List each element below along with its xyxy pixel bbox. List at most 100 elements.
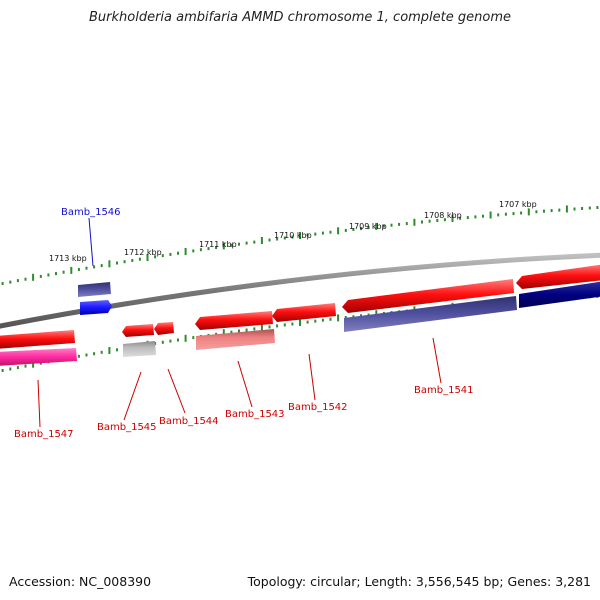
- scale-minor-tick: [16, 279, 19, 283]
- gene-arrow-left: [0, 330, 75, 349]
- scale-label-1709: 1709 kbp: [349, 222, 387, 231]
- scale-minor-tick: [123, 260, 126, 264]
- scale-minor-tick: [466, 216, 469, 220]
- scale-minor-tick: [77, 354, 80, 358]
- leader-bamb-1547: [37, 379, 41, 428]
- scale-minor-tick: [504, 212, 507, 216]
- scale-ticks-outer: [1, 205, 599, 285]
- scale-major-tick: [184, 334, 187, 342]
- scale-minor-tick: [558, 208, 561, 212]
- gene-label-bamb-1542[interactable]: Bamb_1542: [288, 402, 348, 413]
- scale-minor-tick: [253, 327, 256, 331]
- scale-major-tick: [222, 329, 225, 337]
- scale-minor-tick: [207, 247, 210, 251]
- scale-minor-tick: [85, 353, 88, 357]
- scale-minor-tick: [268, 238, 271, 242]
- scale-minor-tick: [390, 223, 393, 227]
- scale-minor-tick: [344, 316, 347, 319]
- scale-minor-tick: [55, 272, 57, 276]
- scale-minor-tick: [497, 213, 500, 217]
- leader-bamb-1544: [167, 368, 186, 414]
- scale-minor-tick: [512, 212, 515, 216]
- scale-major-tick: [222, 242, 225, 250]
- gene-label-bamb-1545[interactable]: Bamb_1545: [97, 422, 157, 433]
- scale-major-tick: [108, 260, 111, 268]
- scale-minor-tick: [276, 324, 279, 328]
- scale-minor-tick: [9, 367, 12, 371]
- scale-minor-tick: [436, 219, 439, 222]
- gene-label-bamb-1547[interactable]: Bamb_1547: [14, 429, 74, 440]
- genome-summary-text: Topology: circular; Length: 3,556,545 bp…: [247, 574, 591, 589]
- scale-major-tick: [375, 310, 378, 318]
- gene-bamb-1546[interactable]: [78, 282, 112, 315]
- scale-label-1711: 1711 kbp: [199, 240, 237, 249]
- scale-minor-tick: [306, 233, 309, 237]
- scale-minor-tick: [177, 338, 179, 342]
- scale-minor-tick: [482, 214, 484, 218]
- scale-minor-tick: [77, 268, 80, 271]
- leader-bamb-1543: [237, 360, 253, 408]
- gene-arrow-left: [342, 279, 514, 313]
- scale-label-1707: 1707 kbp: [499, 200, 537, 209]
- leader-bamb-1541: [432, 337, 442, 384]
- scale-minor-tick: [360, 227, 362, 231]
- gene-bamb-1545[interactable]: [122, 324, 156, 357]
- scale-minor-tick: [573, 207, 576, 211]
- scale-minor-tick: [367, 226, 370, 230]
- scale-minor-tick: [520, 211, 523, 215]
- scale-label-1713: 1713 kbp: [49, 254, 87, 263]
- gene-feature-bar: [78, 282, 111, 297]
- gene-label-bamb-1543[interactable]: Bamb_1543: [225, 409, 285, 420]
- scale-minor-tick: [9, 280, 12, 284]
- scale-minor-tick: [276, 237, 279, 241]
- scale-major-tick: [413, 218, 416, 226]
- scale-minor-tick: [443, 218, 446, 222]
- gene-arrow-left: [154, 322, 174, 335]
- scale-minor-tick: [116, 348, 118, 352]
- scale-label-1712: 1712 kbp: [124, 248, 162, 257]
- scale-major-tick: [146, 254, 149, 261]
- gene-bamb-1547[interactable]: [0, 330, 77, 366]
- scale-minor-tick: [161, 254, 164, 258]
- scale-minor-tick: [215, 246, 218, 249]
- scale-major-tick: [565, 205, 568, 213]
- gene-label-bamb-1544[interactable]: Bamb_1544: [159, 416, 219, 427]
- gene-bamb-1544[interactable]: [154, 322, 174, 335]
- scale-minor-tick: [596, 206, 599, 209]
- accession-text: Accession: NC_008390: [9, 574, 152, 589]
- page-title: Burkholderia ambifaria AMMD chromosome 1…: [88, 10, 512, 25]
- scale-minor-tick: [329, 230, 332, 234]
- gene-label-bamb-1546[interactable]: Bamb_1546: [61, 207, 121, 218]
- label-leaders: [37, 217, 442, 428]
- gene-arrow-left: [122, 324, 154, 337]
- gene-bamb-1541[interactable]: [342, 279, 517, 332]
- gene-feature-bar: [519, 281, 600, 308]
- scale-major-tick: [184, 248, 187, 255]
- gene-bamb-1542[interactable]: [272, 303, 336, 322]
- gene-label-bamb-1541[interactable]: Bamb_1541: [414, 385, 474, 396]
- scale-label-1710: 1710 kbp: [274, 231, 312, 240]
- scale-minor-tick: [253, 240, 256, 244]
- gene-arrow-left: [195, 311, 273, 330]
- scale-minor-tick: [16, 366, 19, 370]
- scale-minor-tick: [245, 241, 248, 245]
- scale-minor-tick: [230, 330, 233, 334]
- scale-major-tick: [337, 227, 340, 235]
- gene-next-right[interactable]: [516, 264, 600, 308]
- scale-minor-tick: [161, 340, 164, 344]
- gene-arrow-right: [80, 300, 112, 315]
- scale-minor-tick: [329, 317, 332, 321]
- scale-minor-tick: [382, 224, 385, 228]
- scale-minor-tick: [283, 323, 286, 327]
- scale-minor-tick: [47, 273, 50, 277]
- gene-feature-bar: [123, 341, 156, 357]
- gene-arrow-left: [516, 264, 600, 289]
- scale-minor-tick: [24, 277, 27, 281]
- gene-bamb-1543[interactable]: [195, 311, 275, 350]
- scale-major-tick: [451, 215, 454, 222]
- scale-labels: 1713 kbp 1712 kbp 1711 kbp 1710 kbp 1709…: [49, 200, 537, 263]
- scale-major-tick: [299, 232, 301, 239]
- scale-minor-tick: [93, 352, 96, 356]
- scale-minor-tick: [459, 216, 462, 220]
- scale-minor-tick: [321, 231, 324, 235]
